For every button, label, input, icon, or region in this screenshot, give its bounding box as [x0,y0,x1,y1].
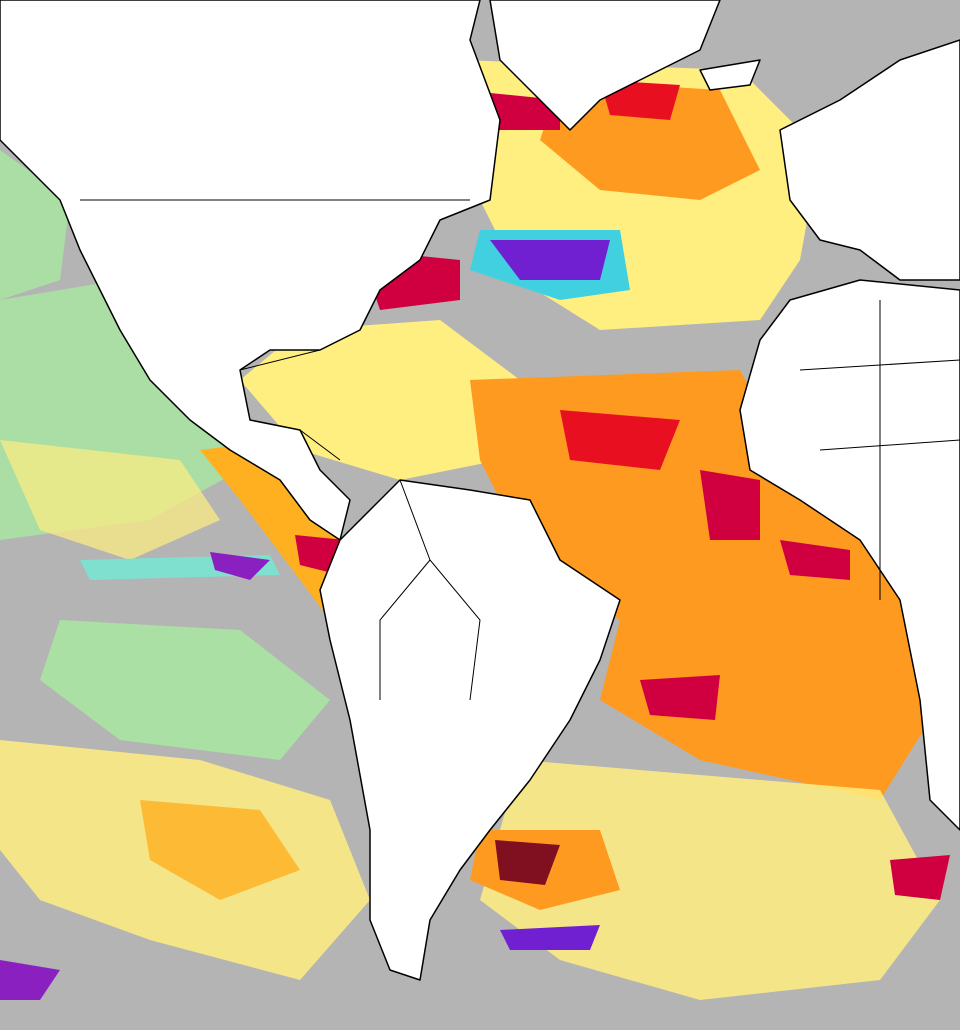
anomaly-warm [140,800,300,900]
greenland [489,0,721,131]
anomaly-field [0,60,950,1000]
anomaly-hot [640,675,720,720]
iceland [699,59,761,91]
anomaly-hot [780,540,850,580]
borders [80,199,960,701]
anomaly-warm [540,80,760,200]
anomaly-warm [470,370,930,800]
anomaly-hot [700,470,760,540]
landmasses [0,0,960,981]
anomaly-strong-cool [500,925,600,950]
anomaly-hot [890,855,950,900]
south-america [319,479,621,981]
anomaly-cool [40,620,330,760]
anomaly-warm [240,320,520,480]
anomaly-hot [495,840,560,885]
europe [779,39,960,281]
north-america [0,0,501,541]
anomaly-warm [0,440,220,560]
anomaly-warm [480,760,940,1000]
africa [739,279,960,831]
anomaly-strong-cool [490,240,610,280]
anomaly-hot [560,410,680,470]
anomaly-warm [200,440,350,620]
anomaly-strong-cool [210,552,270,580]
anomaly-strong-cool [0,960,60,1000]
